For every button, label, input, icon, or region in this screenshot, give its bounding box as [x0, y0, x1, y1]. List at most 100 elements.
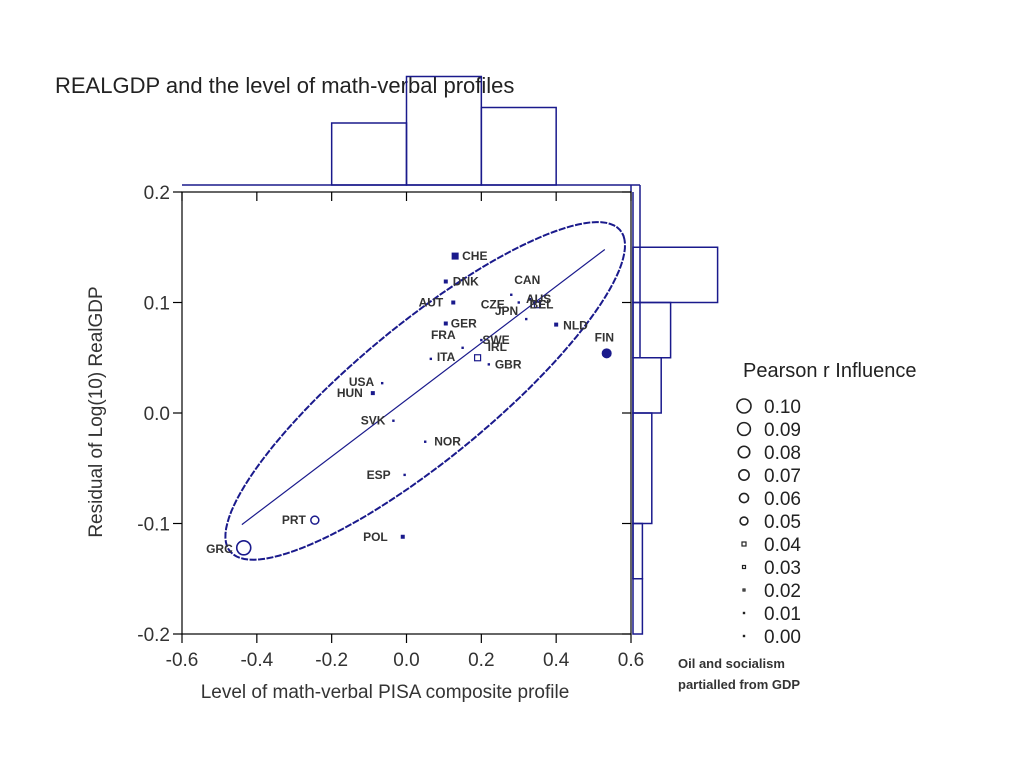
legend-marker — [736, 398, 752, 414]
data-point-ita: ITA — [429, 350, 456, 364]
data-point-bel: BEL — [529, 298, 553, 312]
legend-entry: 0.03 — [741, 558, 801, 579]
legend-label: 0.10 — [764, 397, 801, 418]
point-label: NLD — [563, 319, 588, 333]
y-hist-bar — [632, 578, 644, 635]
data-point-grc: GRC — [206, 540, 252, 556]
legend-marker — [742, 611, 746, 615]
data-point-che: CHE — [451, 249, 487, 263]
point-marker — [403, 473, 406, 477]
ellipse-path — [224, 221, 627, 561]
x-axis-label: Level of math-verbal PISA composite prof… — [201, 682, 570, 703]
data-point-jpn: JPN — [495, 304, 528, 321]
y-tick-label: 0.0 — [144, 404, 170, 425]
x-hist-bar — [330, 122, 408, 186]
y-hist-bar — [632, 246, 719, 304]
data-point-hun: HUN — [337, 386, 375, 400]
point-label: ITA — [437, 350, 456, 364]
x-tick-label: -0.6 — [166, 650, 199, 671]
y-axis-label: Residual of Log(10) RealGDP — [86, 286, 107, 537]
legend-entry: 0.04 — [741, 535, 801, 556]
data-point-prt: PRT — [282, 513, 320, 527]
point-marker — [554, 322, 559, 327]
point-label: SVK — [361, 414, 386, 428]
point-marker — [473, 354, 482, 362]
data-point-nor: NOR — [424, 435, 461, 449]
point-marker — [461, 346, 464, 350]
point-label: IRL — [488, 340, 507, 354]
point-marker — [424, 440, 427, 443]
point-label: AUT — [419, 296, 444, 310]
legend-marker — [738, 492, 750, 504]
axis-ticks: -0.6 -0.4 -0.2 0.0 0.2 0.4 0.6 -0.2 -0.1 0.0 0.1 0.… — [137, 183, 644, 671]
data-point-dnk: DNK — [443, 275, 479, 289]
legend: Pearson r Influence 0.100.090.080.070.06… — [736, 360, 916, 648]
point-marker — [528, 297, 532, 301]
data-point-cze: CZE — [481, 298, 520, 312]
point-label: CHE — [462, 249, 487, 263]
point-label: USA — [349, 375, 375, 389]
data-point-irl: IRL — [473, 340, 507, 362]
data-point-nld: NLD — [554, 319, 588, 333]
legend-entry: 0.05 — [739, 512, 801, 533]
y-tick-label: 0.1 — [144, 294, 170, 315]
legend-title: Pearson r Influence — [743, 360, 916, 382]
point-marker — [533, 301, 542, 309]
legend-marker — [742, 634, 746, 638]
data-point-swe: SWE — [480, 333, 510, 347]
point-marker — [429, 357, 433, 361]
data-point-aut: AUT — [419, 296, 456, 310]
legend-entry: 0.07 — [738, 466, 801, 487]
x-tick-label: 0.6 — [618, 650, 644, 671]
point-marker — [510, 293, 513, 296]
legend-entry: 0.00 — [742, 627, 801, 648]
data-point-fra: FRA — [431, 328, 464, 350]
point-marker — [380, 381, 384, 385]
y-marginal-histogram — [631, 184, 719, 635]
point-label: GBR — [495, 357, 522, 371]
legend-label: 0.08 — [764, 443, 801, 464]
point-marker — [443, 321, 448, 326]
y-hist-bar — [632, 301, 672, 359]
legend-label: 0.06 — [764, 489, 801, 510]
point-marker — [392, 419, 395, 422]
legend-label: 0.09 — [764, 420, 801, 441]
legend-entry: 0.06 — [738, 489, 801, 510]
point-label: SWE — [482, 333, 509, 347]
annotation-line-2: partialled from GDP — [678, 677, 800, 692]
point-marker — [517, 301, 520, 304]
legend-marker — [739, 516, 749, 526]
x-marginal-histogram — [182, 75, 632, 192]
y-tick-label: -0.1 — [137, 515, 170, 536]
point-marker — [235, 540, 252, 556]
point-marker — [601, 348, 612, 359]
x-hist-bar — [480, 106, 557, 186]
point-marker — [525, 317, 528, 321]
annotation-line-1: Oil and socialism — [678, 656, 785, 671]
point-label: CZE — [481, 298, 505, 312]
legend-label: 0.00 — [764, 627, 801, 648]
y-tick-label: -0.2 — [137, 625, 170, 646]
data-point-aus: AUS — [526, 292, 551, 306]
legend-entry: 0.08 — [737, 443, 801, 464]
confidence-ellipse — [224, 221, 627, 561]
point-label: DNK — [453, 275, 479, 289]
x-tick-label: 0.2 — [468, 650, 494, 671]
legend-entry: 0.09 — [736, 420, 801, 441]
legend-marker — [741, 564, 747, 570]
legend-label: 0.01 — [764, 604, 801, 625]
point-label: GER — [451, 316, 477, 330]
legend-marker — [737, 445, 751, 459]
point-label: BEL — [529, 298, 553, 312]
legend-entry: 0.01 — [742, 604, 801, 625]
data-point-usa: USA — [349, 375, 384, 389]
point-marker — [451, 300, 456, 305]
point-label: NOR — [434, 435, 461, 449]
x-tick-label: -0.4 — [240, 650, 273, 671]
legend-marker — [742, 588, 746, 592]
legend-label: 0.04 — [764, 535, 801, 556]
point-label: PRT — [282, 513, 307, 527]
point-label: AUS — [526, 292, 551, 306]
